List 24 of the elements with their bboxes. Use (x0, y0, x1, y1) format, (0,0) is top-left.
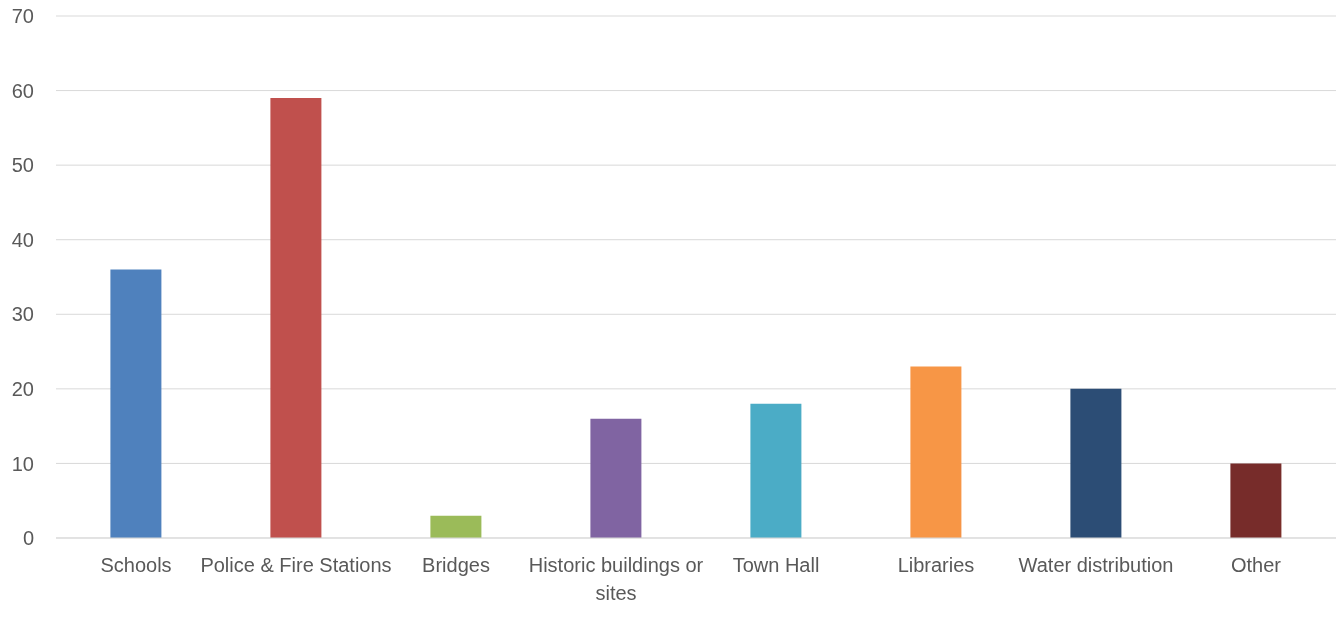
y-tick-label: 40 (11, 228, 34, 251)
x-tick-label: Bridges (422, 554, 490, 577)
y-tick-label: 0 (22, 527, 34, 550)
bar (110, 269, 162, 538)
x-tick-label: Schools (100, 554, 172, 577)
x-tick-label: Town Hall (732, 554, 820, 577)
bar (430, 515, 482, 538)
bar (750, 403, 802, 538)
y-tick-label: 60 (11, 79, 34, 102)
bar (590, 418, 642, 538)
bar (1230, 463, 1282, 538)
x-tick-label: Historic buildings or sites (528, 554, 704, 605)
y-tick-label: 30 (11, 303, 34, 326)
y-tick-label: 20 (11, 377, 34, 400)
bar (910, 366, 962, 538)
y-tick-label: 10 (11, 452, 34, 475)
x-tick-label: Water distribution (1018, 554, 1174, 577)
y-tick-label: 70 (11, 5, 34, 28)
y-tick-label: 50 (11, 154, 34, 177)
x-tick-label: Libraries (897, 554, 975, 577)
x-tick-label: Police & Fire Stations (200, 554, 392, 577)
x-tick-label: Other (1230, 554, 1282, 577)
bar (1070, 388, 1122, 538)
bar (270, 98, 322, 538)
